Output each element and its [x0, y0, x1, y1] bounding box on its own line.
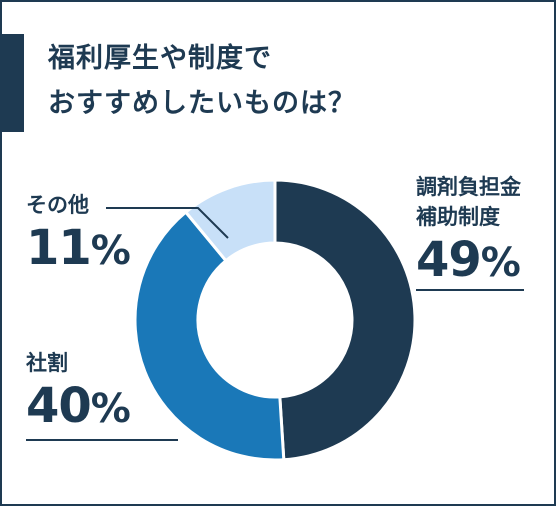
slice-value-0: 49%	[416, 232, 521, 291]
slice-label-block-1: 社割 40%	[26, 348, 131, 437]
slice-label-0-line-1: 調剤負担金	[416, 175, 521, 199]
slice-value-1-number: 40	[26, 378, 92, 434]
chart-title-line-1: 福利厚生や制度で	[48, 43, 272, 74]
slice-label-block-0: 調剤負担金 補助制度 49%	[416, 172, 521, 291]
donut-slice-2	[183, 178, 277, 263]
title-accent-bar	[2, 34, 24, 132]
donut-slice-1	[133, 210, 286, 462]
slice-value-2-number: 11	[26, 220, 92, 276]
slice-label-0-line-2: 補助制度	[416, 205, 500, 229]
slice-label-2-line-1: その他	[26, 193, 89, 217]
chart-title: 福利厚生や制度で おすすめしたいものは？	[48, 36, 528, 126]
leader-line-2	[106, 207, 229, 239]
slice-value-1-unit: %	[90, 386, 131, 432]
slice-value-0-unit: %	[480, 240, 521, 286]
chart-title-line-2: おすすめしたいものは？	[48, 88, 356, 119]
slice-value-2: 11%	[26, 220, 131, 279]
slice-value-1: 40%	[26, 378, 131, 437]
slice-value-0-number: 49	[416, 232, 482, 288]
slice-label-block-2: その他 11%	[26, 190, 131, 279]
donut-slice-0	[273, 178, 417, 462]
slice-label-1-line-1: 社割	[26, 351, 68, 375]
slice-value-2-unit: %	[90, 228, 131, 274]
